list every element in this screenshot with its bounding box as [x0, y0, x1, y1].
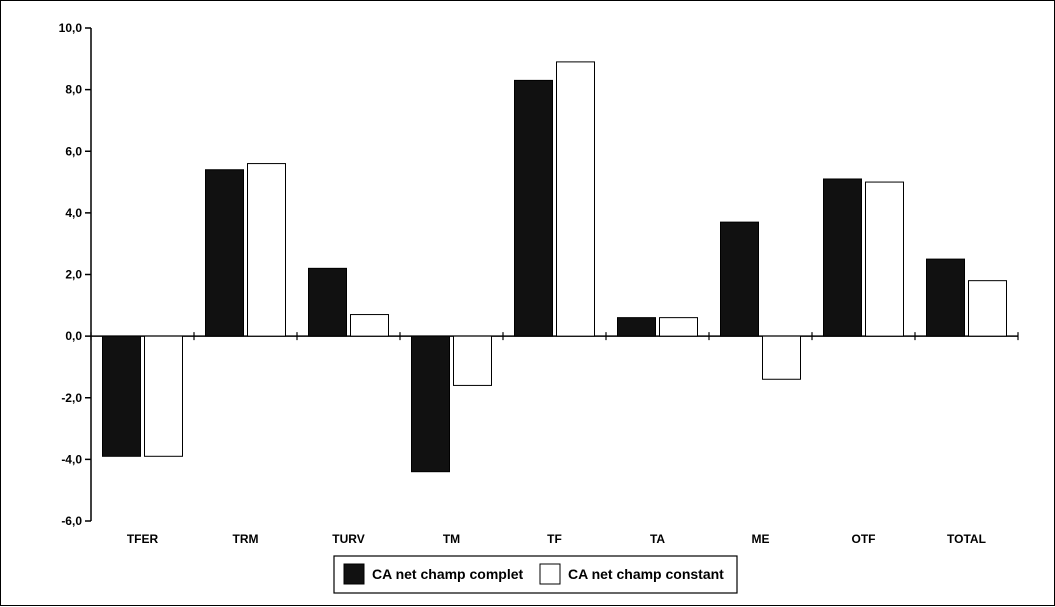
- bar-complet-trm: [205, 169, 244, 337]
- bar-constant-me: [762, 335, 801, 380]
- bar-constant-otf: [865, 181, 904, 337]
- bar-complet-tm: [411, 335, 450, 473]
- bar-constant-turv: [350, 314, 389, 337]
- category-label: ME: [752, 532, 770, 546]
- category-label: TFER: [127, 532, 159, 546]
- y-tick-label: 2,0: [65, 268, 82, 282]
- bar-complet-otf: [823, 178, 862, 337]
- category-label: TOTAL: [947, 532, 986, 546]
- category-label: TF: [547, 532, 562, 546]
- category-label: TRM: [233, 532, 259, 546]
- y-tick-label: -4,0: [61, 452, 82, 466]
- bar-constant-tf: [556, 61, 595, 337]
- bar-complet-turv: [308, 267, 347, 337]
- y-ticks: -6,0 -4,0 -2,0 0,0 2,0 4,0 6,0 8,0 10,0: [59, 21, 91, 528]
- category-label: TURV: [332, 532, 364, 546]
- y-tick-label: 8,0: [65, 83, 82, 97]
- category-label: TA: [650, 532, 665, 546]
- bar-constant-trm: [247, 163, 286, 337]
- bar-constant-total: [968, 280, 1007, 337]
- legend-items: CA net champ complet CA net champ constan…: [343, 563, 724, 585]
- category-labels: TFER TRM TURV TM TF TA ME OTF TOTAL: [127, 532, 986, 546]
- legend-swatch: [343, 563, 365, 585]
- y-tick-label: 4,0: [65, 206, 82, 220]
- legend-label: CA net champ complet: [372, 566, 524, 582]
- legend: CA net champ complet CA net champ constan…: [333, 555, 738, 594]
- bar-complet-tf: [514, 79, 553, 337]
- bar-complet-me: [720, 221, 759, 337]
- bar-constant-tm: [453, 335, 492, 386]
- bar-complet-ta: [617, 317, 656, 337]
- category-label: TM: [443, 532, 460, 546]
- y-tick-label: -2,0: [61, 391, 82, 405]
- y-tick-label: 6,0: [65, 144, 82, 158]
- y-tick-label: 10,0: [59, 21, 83, 35]
- x-ticks: [90, 332, 1019, 341]
- y-tick-label: 0,0: [65, 329, 82, 343]
- legend-label: CA net champ constant: [568, 566, 724, 582]
- bar-complet-tfer: [102, 335, 141, 457]
- y-tick-label: -6,0: [61, 514, 82, 528]
- bar-constant-tfer: [144, 335, 183, 457]
- bars: [102, 61, 1007, 473]
- bar-complet-total: [926, 258, 965, 337]
- legend-swatch: [539, 563, 561, 585]
- bar-constant-ta: [659, 317, 698, 337]
- category-label: OTF: [852, 532, 876, 546]
- legend-box: [333, 555, 738, 594]
